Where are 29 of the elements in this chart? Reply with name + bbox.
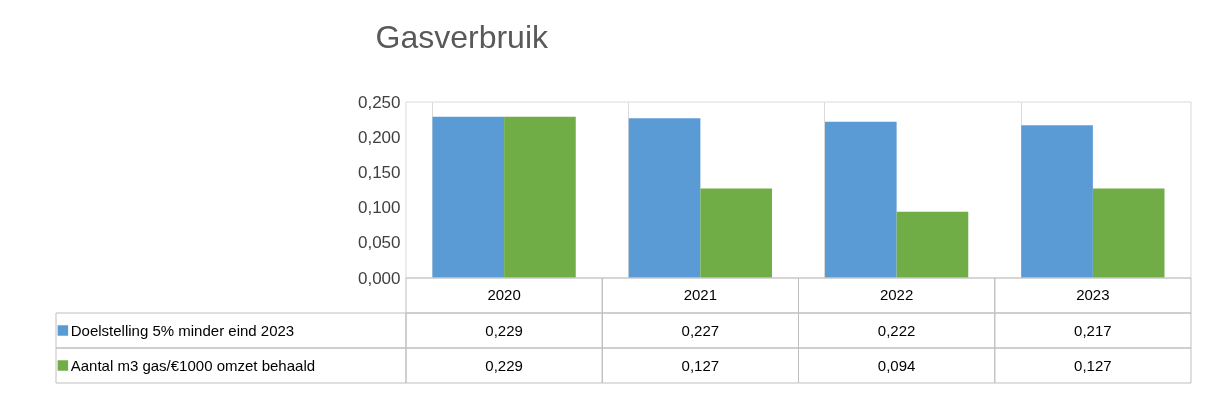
bar	[628, 118, 701, 278]
data-label: 0,094	[877, 356, 916, 374]
data-label: 0,227	[681, 321, 720, 339]
y-tick-label: 0,200	[357, 127, 401, 147]
legend-label: Aantal m3 gas/€1000 omzet behaald	[70, 356, 316, 374]
data-label: 0,127	[681, 356, 720, 374]
x-tick-label: 2020	[487, 285, 521, 303]
y-tick-label: 0,150	[357, 162, 401, 182]
y-tick-label: 0,100	[357, 198, 401, 218]
bar	[896, 211, 969, 278]
bar	[432, 116, 505, 278]
bar	[504, 116, 576, 278]
bar	[824, 121, 897, 278]
chart-title: Gasverbruik	[375, 19, 549, 55]
data-label: 0,217	[1074, 321, 1112, 339]
data-label: 0,127	[1074, 356, 1112, 374]
y-tick-label: 0,000	[357, 268, 401, 288]
bar	[1021, 125, 1093, 278]
x-tick-label: 2023	[1076, 285, 1110, 303]
bar	[700, 188, 773, 278]
y-tick-label: 0,050	[357, 233, 401, 253]
legend-label: Doelstelling 5% minder eind 2023	[70, 321, 295, 339]
y-tick-label: 0,250	[357, 92, 401, 112]
bar	[1092, 188, 1165, 278]
x-tick-label: 2021	[683, 285, 718, 303]
data-label: 0,229	[485, 321, 523, 339]
data-label: 0,222	[877, 321, 916, 339]
data-label: 0,229	[485, 356, 523, 374]
x-tick-label: 2022	[879, 285, 914, 303]
